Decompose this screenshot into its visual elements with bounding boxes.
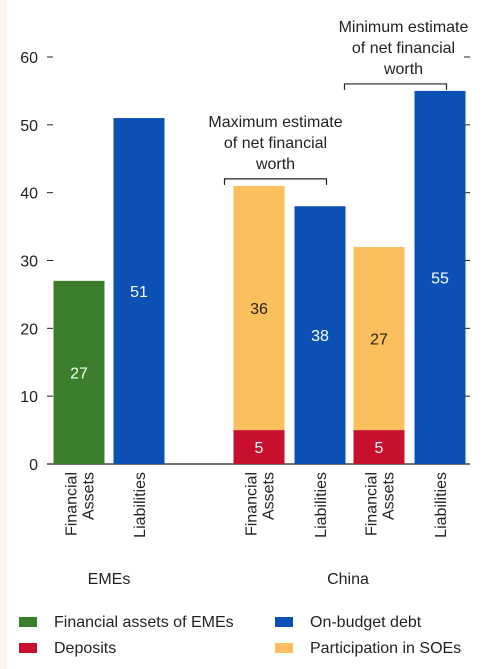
group-label: China — [327, 571, 369, 588]
y-tick-label: 40 — [20, 186, 38, 203]
y-tick-label: 30 — [20, 254, 38, 271]
bar-value-label: 55 — [431, 270, 449, 287]
bar-segment — [353, 246, 405, 431]
bar-value-label: 38 — [311, 328, 329, 345]
y-tick-label: 50 — [20, 118, 38, 135]
category-label: Assets — [261, 472, 278, 520]
annotation-text: Maximum estimate of net financial worth — [208, 114, 342, 173]
legend-swatch — [19, 643, 37, 653]
x-axis-labels: Financial Assets Liabilities Financial Asset… — [64, 472, 451, 588]
legend: Financial assets of EMEs On-budget debt De… — [19, 614, 461, 657]
legend-swatch — [275, 617, 293, 627]
bar-value-label: 27 — [370, 332, 388, 349]
category-label: Financial — [244, 472, 261, 536]
annotations: Maximum estimate of net financial worth Min… — [208, 19, 469, 185]
category-label: Liabilities — [132, 472, 149, 538]
legend-swatch — [19, 617, 37, 627]
bar-segment — [233, 185, 285, 431]
legend-label: Financial assets of EMEs — [54, 614, 234, 631]
group-label: EMEs — [88, 571, 131, 588]
bar-segment — [53, 280, 105, 464]
bar-segment — [294, 206, 346, 464]
annotation-bracket — [343, 83, 448, 90]
annotation-text: Minimum estimate of net financial worth — [339, 19, 469, 78]
category-label: Assets — [81, 472, 98, 520]
category-label: Liabilities — [433, 472, 450, 538]
bar-segment — [233, 430, 285, 464]
bars: 27 51 5 36 38 5 27 55 — [53, 90, 466, 465]
category-label: Financial — [64, 472, 81, 536]
y-tick-label: 60 — [20, 50, 38, 67]
category-label: Financial — [364, 472, 381, 536]
bar-value-label: 36 — [250, 301, 268, 318]
annotation-bracket — [223, 178, 328, 185]
y-tick-label: 20 — [20, 321, 38, 338]
legend-label: On-budget debt — [310, 614, 422, 631]
y-tick-label: 0 — [29, 457, 38, 474]
bar-segment — [113, 118, 165, 465]
bar-segment — [353, 430, 405, 464]
legend-label: Participation in SOEs — [310, 640, 461, 657]
category-label: Liabilities — [313, 472, 330, 538]
legend-label: Deposits — [54, 640, 116, 657]
bar-value-label: 5 — [375, 440, 384, 457]
bar-segment — [414, 90, 466, 465]
bar-value-label: 27 — [70, 365, 88, 382]
legend-swatch — [275, 643, 293, 653]
y-tick-label: 10 — [20, 389, 38, 406]
category-label: Assets — [381, 472, 398, 520]
bar-value-label: 51 — [130, 284, 148, 301]
bar-value-label: 5 — [255, 440, 264, 457]
